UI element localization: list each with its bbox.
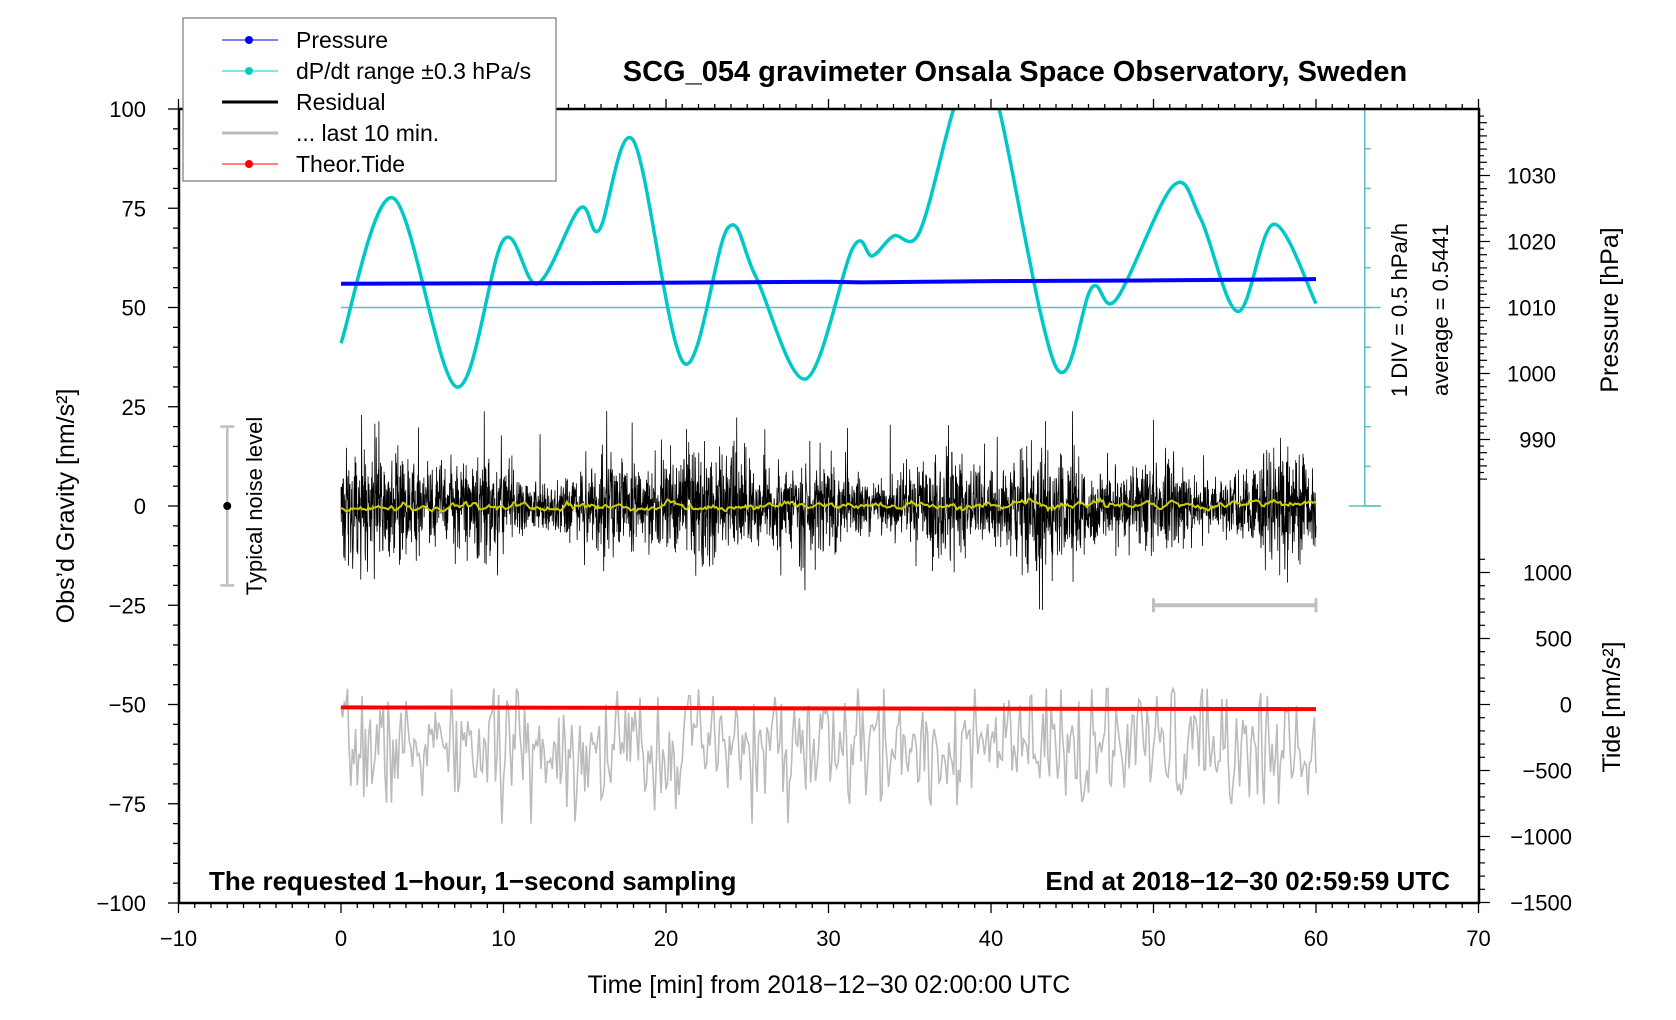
tide-tick-label: −1500 [1510,891,1572,916]
tide-tick-label: 500 [1535,627,1572,652]
noise-level-label: Typical noise level [242,417,267,596]
theor-tide-line [340,705,1317,712]
y-tick-label: −25 [109,593,146,618]
x-tick-label: 70 [1466,926,1490,951]
dpdt-line [339,109,1318,389]
y-tick-label: 25 [122,395,146,420]
pressure-tick-label: 1010 [1507,296,1556,321]
y-axis-title-left: Obs’d Gravity [nm/s²] [52,389,80,624]
tide-tick-label: 1000 [1523,561,1572,586]
pressure-tick-label: 1020 [1507,230,1556,255]
x-tick-label: 0 [335,926,347,951]
pressure-tick-label: 1030 [1507,164,1556,189]
residual-line [340,410,1317,611]
x-tick-label: 30 [816,926,840,951]
scale-div-label: 1 DIV = 0.5 hPa/h [1387,223,1412,397]
y-axis-title-tide: Tide [nm/s²] [1598,641,1626,772]
x-tick-label: 40 [979,926,1003,951]
pressure-tick-label: 990 [1519,428,1556,453]
pressure-line [340,277,1317,286]
y-tick-label: 0 [134,494,146,519]
legend-marker [245,36,253,44]
legend-box [182,17,557,182]
legend-label: Residual [296,89,386,115]
x-tick-label: 10 [491,926,515,951]
residual-smoothed-line [340,497,1317,513]
x-tick-label: 60 [1304,926,1328,951]
legend-marker [245,160,253,168]
legend-label: dP/dt range ±0.3 hPa/s [296,58,531,84]
legend-entry: ... last 10 min. [222,120,439,146]
pressure-tick-label: 1000 [1507,362,1556,387]
tide-tick-label: −500 [1522,759,1572,784]
legend-label: Pressure [296,27,388,53]
y-tick-label: 75 [122,196,146,221]
x-axis-title: Time [min] from 2018−12−30 02:00:00 UTC [588,971,1071,999]
tide-tick-label: −1000 [1510,825,1572,850]
y-tick-label: −75 [109,792,146,817]
x-tick-label: 20 [654,926,678,951]
legend: Pressure dP/dt range ±0.3 hPa/s Residual..… [182,17,557,182]
y-axis-title-pressure: Pressure [hPa] [1596,227,1624,392]
chart-title: SCG_054 gravimeter Onsala Space Observat… [623,56,1407,88]
x-tick-label: −10 [160,926,197,951]
legend-entry: Pressure [222,27,388,53]
y-tick-label: −100 [96,891,146,916]
last-10-min-line [340,686,1317,824]
tick-labels: −10 0 10 20 30 40 50 60 701007550250−25−50−75−10… [96,97,1572,951]
legend-label: Theor.Tide [296,151,405,177]
legend-entry: Residual [222,89,386,115]
x-tick-label: 50 [1141,926,1165,951]
noise-level-dot [223,502,232,510]
annotation-end-time: End at 2018−12−30 02:59:59 UTC [1045,866,1450,896]
plot-frame [177,107,1481,905]
legend-label: ... last 10 min. [296,120,439,146]
legend-entry: dP/dt range ±0.3 hPa/s [222,58,531,84]
series-layer [220,108,1381,824]
legend-marker [245,67,253,75]
tide-tick-label: 0 [1560,693,1572,718]
y-tick-label: 50 [122,296,146,321]
y-tick-label: −50 [109,693,146,718]
scale-average-label: average = 0.5441 [1428,224,1453,396]
y-tick-label: 100 [109,97,146,122]
legend-entry: Theor.Tide [222,151,405,177]
annotation-sampling: The requested 1−hour, 1−second sampling [209,866,736,896]
